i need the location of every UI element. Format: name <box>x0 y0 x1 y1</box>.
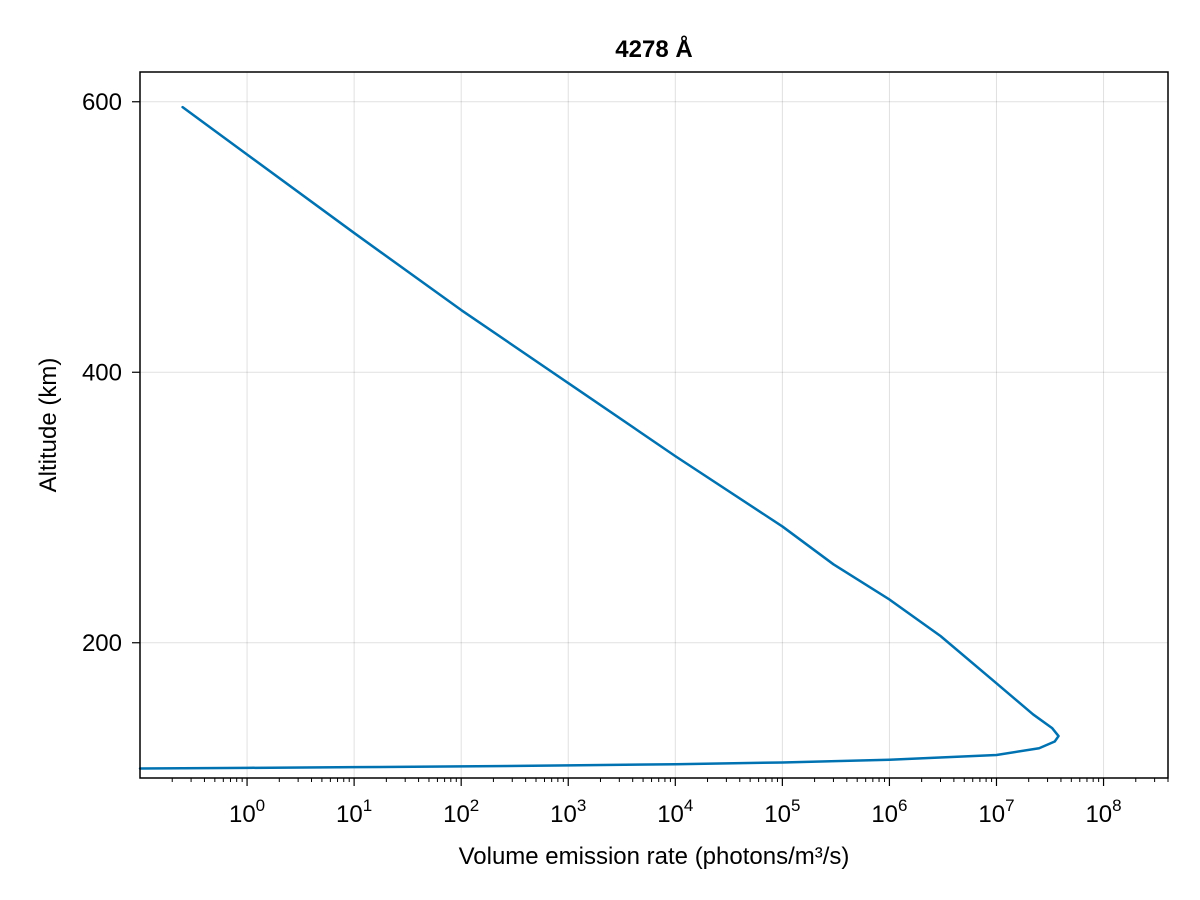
x-tick-label: 105 <box>764 796 800 828</box>
y-axis-title: Altitude (km) <box>35 358 62 493</box>
y-tick-label: 200 <box>82 630 122 657</box>
x-tick-label: 103 <box>550 796 586 828</box>
y-axis: 200 400 600 <box>82 89 140 657</box>
x-tick-label: 108 <box>1085 796 1121 828</box>
x-axis: 100 101 102 103 104 105 106 107 108 <box>171 778 1169 828</box>
y-tick-label: 400 <box>82 359 122 386</box>
x-axis-title: Volume emission rate (photons/m³/s) <box>459 843 850 870</box>
chart-title: 4278 Å <box>615 35 692 63</box>
x-tick-label: 107 <box>978 796 1014 828</box>
x-tick-label: 101 <box>336 796 372 828</box>
series-layer <box>138 105 1060 770</box>
y-tick-label: 600 <box>82 89 122 116</box>
x-tick-label: 104 <box>657 796 693 828</box>
series-line <box>138 105 1060 770</box>
plot-frame <box>139 71 1169 779</box>
x-tick-label: 102 <box>443 796 479 828</box>
grid <box>140 72 1168 778</box>
x-tick-label: 106 <box>871 796 907 828</box>
x-tick-label: 100 <box>229 796 265 828</box>
